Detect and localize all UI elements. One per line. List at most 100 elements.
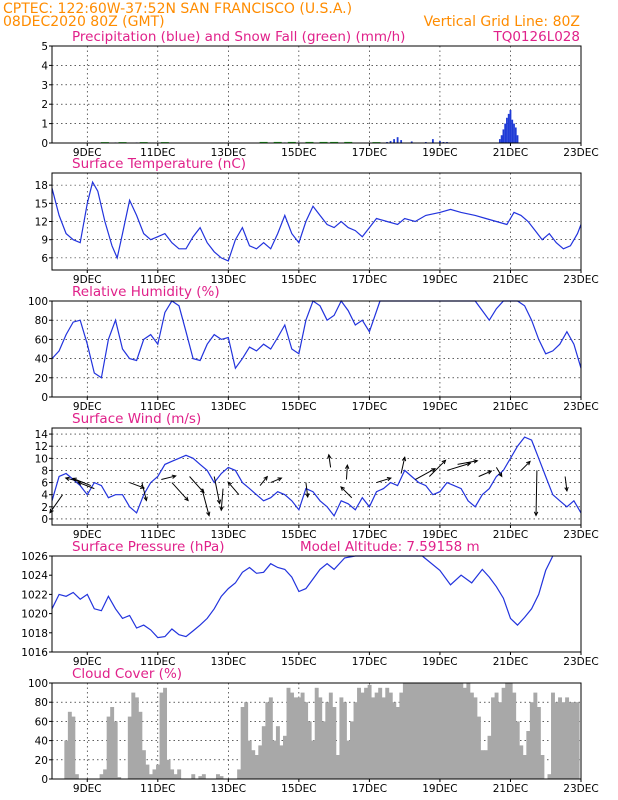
precip-bar	[400, 140, 403, 143]
wind-ytick-label: 0	[41, 514, 48, 526]
wind-arrow-head	[441, 459, 447, 465]
pressure-ytick-label: 1020	[21, 609, 48, 621]
cloud-bar	[254, 755, 259, 779]
cloud-bar	[321, 721, 326, 779]
precip-bar	[389, 141, 392, 143]
cloud-bar	[357, 687, 361, 779]
cloud-bar	[328, 692, 333, 779]
pressure-xtick-label: 15DEC	[281, 656, 316, 668]
wind-arrow-shaft	[446, 462, 471, 471]
temperature-panel-title: Surface Temperature (nC)	[72, 156, 246, 172]
wind-arrow-head	[340, 486, 345, 491]
humidity-xtick-label: 19DEC	[422, 401, 457, 413]
temperature-xtick-label: 9DEC	[73, 274, 102, 286]
temperature-panel: 6 9 12 15 18 9DEC 11DEC 13DEC 15DEC 17DEC 19DEC 21D…	[35, 172, 599, 286]
wind-arrow	[520, 460, 531, 471]
wind-ytick-label: 6	[41, 478, 48, 490]
cloud-bar	[399, 692, 404, 779]
cloud-bar	[293, 697, 298, 779]
header-run-code: TQ0126L028	[492, 29, 580, 45]
humidity-series-line	[51, 299, 582, 379]
wind-ytick-label: 14	[35, 429, 49, 441]
cloud-bar	[519, 745, 524, 779]
precip-xtick-label: 17DEC	[352, 147, 387, 159]
cloud-bar	[113, 721, 118, 779]
precip-xtick-label: 11DEC	[140, 147, 175, 159]
cloud-bar	[512, 692, 517, 779]
wind-arrow-head	[219, 506, 224, 512]
wind-arrow	[400, 456, 407, 474]
wind-arrow-shaft	[259, 476, 268, 486]
precip-bar	[506, 117, 508, 143]
wind-arrow	[327, 453, 332, 468]
precip-bar	[431, 139, 434, 143]
wind-arrow-shaft	[535, 470, 538, 516]
wind-arrow	[77, 481, 95, 490]
cloud-bar	[526, 731, 531, 779]
cloud-bar	[565, 697, 570, 779]
precip-bar	[439, 141, 441, 143]
cloud-bar	[67, 711, 72, 779]
cloud-bar	[547, 774, 552, 779]
wind-arrow-shaft	[77, 481, 95, 490]
humidity-ytick-label: 60	[35, 334, 48, 346]
humidity-ytick-label: 0	[41, 392, 48, 404]
humidity-xtick-label: 9DEC	[73, 401, 102, 413]
humidity-ytick-label: 40	[35, 354, 48, 366]
pressure-series-line	[51, 555, 554, 639]
wind-arrow-head	[327, 453, 332, 459]
pressure-xtick-label: 21DEC	[493, 656, 528, 668]
pressure-ytick-label: 1026	[21, 551, 48, 563]
cloud-bar	[508, 683, 513, 779]
pressure-ytick-label: 1016	[21, 647, 48, 659]
wind-xtick-label: 9DEC	[73, 529, 102, 541]
cloud-bar	[134, 697, 139, 779]
cloud-bar	[219, 776, 224, 779]
wind-arrow-shaft	[201, 488, 210, 516]
wind-arrow-shaft	[161, 475, 176, 481]
cloud-xtick-label: 23DEC	[563, 783, 598, 795]
cloud-bar	[240, 707, 245, 779]
cloud-bar	[417, 683, 421, 779]
cloud-bar	[568, 702, 573, 779]
humidity-xtick-label: 15DEC	[281, 401, 316, 413]
cloud-bar	[392, 702, 397, 779]
precip-bar	[507, 113, 510, 143]
cloud-bar	[554, 702, 559, 779]
wind-arrow	[457, 459, 479, 465]
cloud-bar	[282, 735, 287, 779]
humidity-xtick-label: 21DEC	[493, 401, 528, 413]
wind-arrow-shaft	[340, 486, 353, 499]
precip-panel-title: Precipitation (blue) and Snow Fall (gree…	[72, 29, 405, 45]
cloud-xtick-label: 15DEC	[281, 783, 316, 795]
wind-arrow	[259, 475, 268, 486]
wind-xtick-label: 17DEC	[352, 529, 387, 541]
precip-frame	[51, 45, 582, 144]
cloud-bar	[385, 687, 390, 779]
cloud-bar	[300, 692, 305, 779]
wind-arrow-head	[401, 456, 407, 462]
cloud-bar	[156, 764, 160, 779]
precip-xtick-label: 21DEC	[493, 147, 528, 159]
pressure-xtick-label: 9DEC	[73, 656, 102, 668]
cloud-bar	[275, 726, 280, 779]
cloud-bar	[148, 774, 153, 779]
temperature-xtick-label: 15DEC	[281, 274, 316, 286]
wind-arrow-head	[344, 463, 350, 470]
cloud-bar	[434, 683, 439, 779]
wind-arrow-shaft	[400, 457, 406, 474]
wind-arrow-head	[263, 475, 268, 481]
cloud-bar	[325, 702, 330, 779]
wind-arrow	[201, 488, 211, 517]
wind-arrow	[376, 476, 392, 484]
wind-arrow-shaft	[220, 488, 224, 511]
cloud-bar	[64, 740, 69, 779]
humidity-xtick-label: 13DEC	[211, 401, 246, 413]
cloud-xtick-label: 13DEC	[211, 783, 246, 795]
cloud-bar	[74, 774, 79, 779]
wind-arrow	[270, 477, 283, 484]
cloud-bar	[311, 740, 316, 779]
wind-arrow-shaft	[171, 482, 189, 501]
precip-bar	[504, 123, 507, 143]
